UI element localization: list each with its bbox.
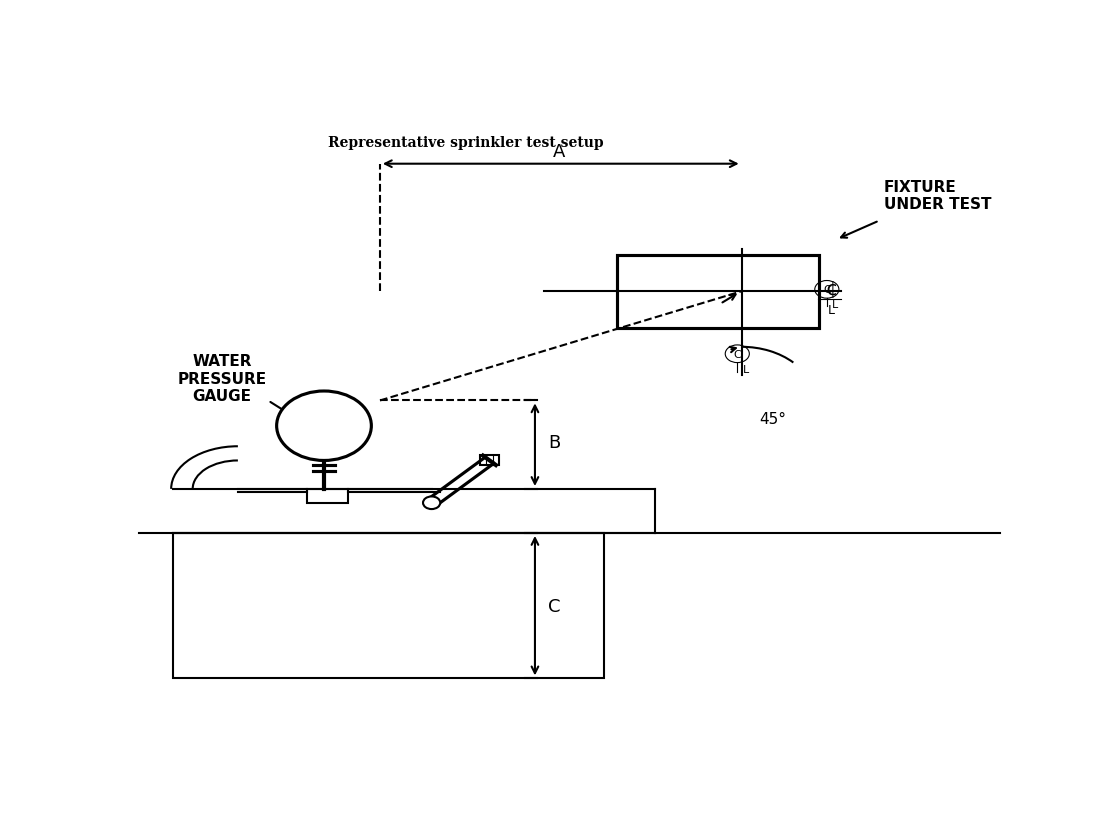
Circle shape — [277, 391, 371, 461]
Text: C: C — [548, 597, 560, 615]
Bar — [173, 533, 604, 678]
Text: L: L — [832, 300, 839, 310]
Text: C: C — [733, 350, 741, 360]
Text: L: L — [828, 303, 834, 316]
Text: WATER
PRESSURE
GAUGE: WATER PRESSURE GAUGE — [178, 354, 267, 404]
Text: Representative sprinkler test setup: Representative sprinkler test setup — [328, 135, 604, 149]
Text: $¢$: $¢$ — [825, 279, 838, 300]
Circle shape — [423, 497, 440, 509]
Text: B: B — [548, 433, 560, 451]
Text: 45°: 45° — [759, 411, 785, 426]
Bar — [307, 489, 348, 503]
Text: C: C — [823, 285, 831, 295]
Bar — [480, 455, 499, 466]
Bar — [617, 256, 819, 328]
Text: FIXTURE
UNDER TEST: FIXTURE UNDER TEST — [883, 180, 991, 212]
Text: A: A — [553, 143, 565, 161]
Text: L: L — [743, 365, 749, 375]
